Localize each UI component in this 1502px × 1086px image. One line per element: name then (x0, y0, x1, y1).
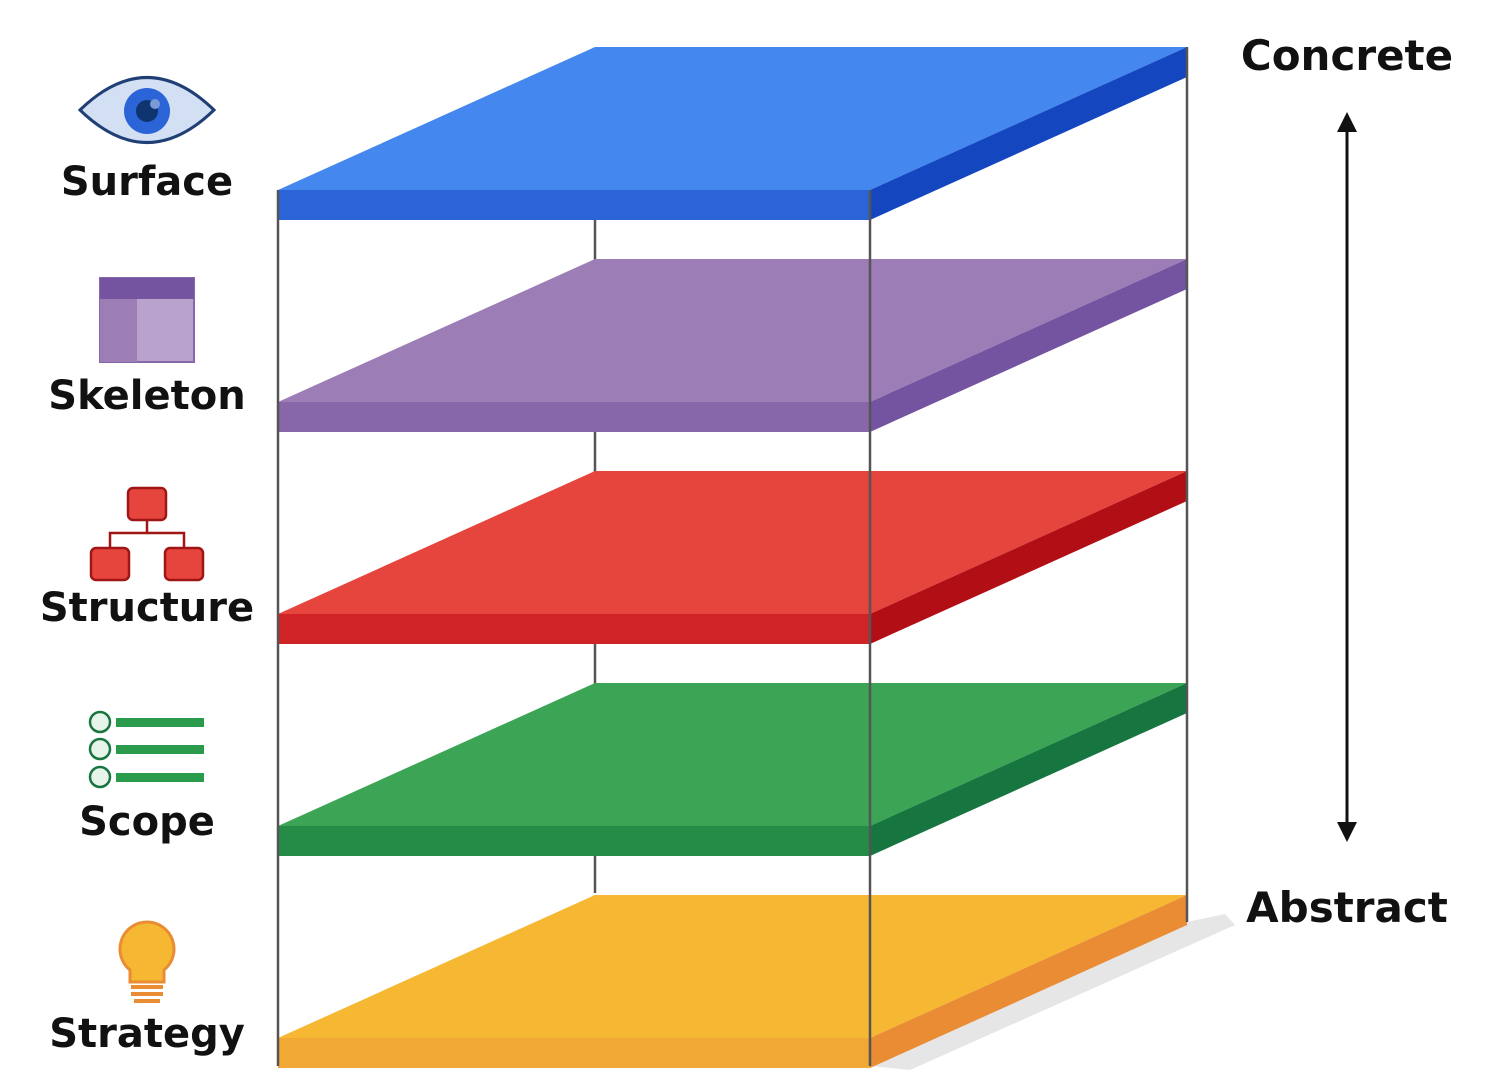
lightbulb-icon (118, 920, 176, 1003)
sitemap-icon (89, 486, 205, 582)
layer-label-structure: Structure (40, 585, 254, 631)
concrete-label: Concrete (1241, 31, 1453, 80)
plane-strategy (278, 895, 1187, 1068)
front-face (278, 826, 870, 856)
side-face (870, 47, 1187, 220)
plane-scope (278, 683, 1187, 856)
plane-skeleton (278, 259, 1187, 432)
abstract-label: Abstract (1246, 883, 1448, 932)
layer-label-surface: Surface (61, 159, 233, 205)
layout-icon (99, 277, 195, 363)
top-face (278, 683, 1187, 826)
front-face (278, 1038, 870, 1068)
front-face (278, 402, 870, 432)
side-face (870, 683, 1187, 856)
top-face (278, 259, 1187, 402)
checklist-icon (88, 710, 204, 789)
side-face (870, 895, 1187, 1068)
layer-label-scope: Scope (79, 799, 215, 845)
side-face (870, 471, 1187, 644)
front-face (278, 190, 870, 220)
base-shadow (870, 914, 1235, 1070)
plane-surface (278, 47, 1187, 220)
top-face (278, 471, 1187, 614)
layer-label-skeleton: Skeleton (48, 373, 245, 419)
eye-icon (77, 76, 217, 144)
double-arrow (1337, 112, 1357, 842)
side-face (870, 259, 1187, 432)
front-face (278, 614, 870, 644)
top-face (278, 895, 1187, 1038)
layer-label-strategy: Strategy (49, 1011, 245, 1057)
plane-structure (278, 471, 1187, 644)
top-face (278, 47, 1187, 190)
